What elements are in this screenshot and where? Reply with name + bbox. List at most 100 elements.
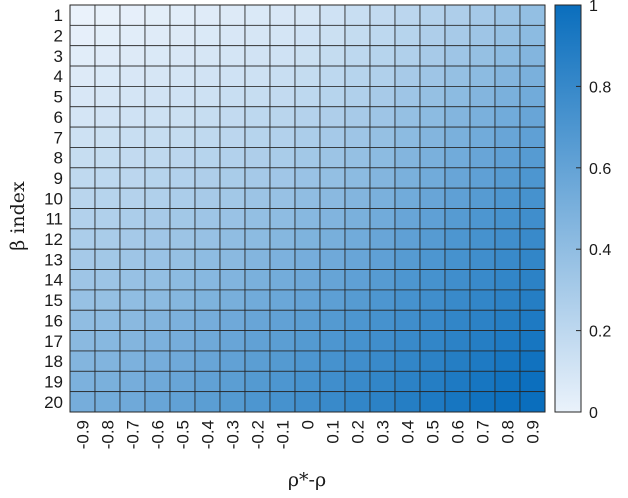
heatmap-cell bbox=[194, 370, 221, 393]
heatmap-cell bbox=[219, 350, 246, 372]
heatmap-cell bbox=[94, 391, 121, 413]
heatmap-cell bbox=[319, 208, 346, 230]
heatmap-cell bbox=[419, 248, 446, 270]
heatmap-cell bbox=[94, 86, 121, 108]
heatmap-cell bbox=[244, 65, 271, 87]
heatmap-cell bbox=[419, 391, 446, 413]
y-tick-label: 7 bbox=[54, 128, 63, 147]
heatmap-cell bbox=[194, 269, 221, 291]
heatmap-cell bbox=[169, 391, 196, 413]
heatmap-cell bbox=[519, 45, 546, 67]
heatmap-cell bbox=[519, 370, 546, 393]
y-axis-label: β index bbox=[7, 181, 29, 251]
heatmap-cell bbox=[519, 65, 546, 87]
heatmap-cell bbox=[119, 350, 146, 372]
heatmap-cell bbox=[294, 86, 321, 108]
heatmap-cell bbox=[169, 24, 196, 47]
heatmap-cell bbox=[319, 126, 346, 148]
heatmap-cell bbox=[269, 86, 296, 108]
heatmap-cell bbox=[194, 106, 221, 128]
heatmap-cell bbox=[319, 228, 346, 250]
heatmap-cell bbox=[319, 24, 346, 47]
heatmap-cell bbox=[119, 126, 146, 148]
heatmap-cell bbox=[94, 24, 121, 47]
heatmap-cell bbox=[444, 370, 471, 393]
heatmap-cell bbox=[169, 187, 196, 209]
heatmap-cell bbox=[244, 370, 271, 393]
heatmap-cell bbox=[169, 208, 196, 230]
heatmap-cell bbox=[94, 248, 121, 270]
heatmap-cell bbox=[319, 309, 346, 332]
heatmap-cell bbox=[294, 289, 321, 311]
heatmap-cell bbox=[294, 4, 321, 26]
heatmap-cell bbox=[344, 45, 371, 67]
heatmap-cell bbox=[519, 350, 546, 372]
colorbar-tick-label: 0.8 bbox=[589, 79, 611, 96]
heatmap-cell bbox=[294, 45, 321, 67]
heatmap-cell bbox=[394, 289, 421, 311]
heatmap-cell bbox=[394, 4, 421, 26]
heatmap-cell bbox=[319, 391, 346, 413]
heatmap-cell bbox=[344, 289, 371, 311]
heatmap-cell bbox=[119, 167, 146, 189]
heatmap-cell bbox=[69, 86, 96, 108]
heatmap-cell bbox=[244, 309, 271, 332]
heatmap-cell bbox=[394, 45, 421, 67]
heatmap-cell bbox=[419, 208, 446, 230]
heatmap-cell bbox=[369, 167, 396, 189]
heatmap-cell bbox=[294, 330, 321, 352]
y-tick-label: 19 bbox=[44, 372, 63, 391]
heatmap-cell bbox=[194, 45, 221, 67]
heatmap-cell bbox=[444, 45, 471, 67]
heatmap-cell bbox=[94, 330, 121, 352]
heatmap-cell bbox=[219, 228, 246, 250]
heatmap-cell bbox=[494, 208, 521, 230]
heatmap-cell bbox=[394, 86, 421, 108]
heatmap-cell bbox=[394, 228, 421, 250]
heatmap-cell bbox=[169, 370, 196, 393]
x-tick-label: -0.5 bbox=[174, 420, 193, 449]
heatmap-cell bbox=[94, 147, 121, 169]
heatmap-cell bbox=[494, 147, 521, 169]
heatmap-cell bbox=[469, 126, 496, 148]
heatmap-cell bbox=[169, 147, 196, 169]
heatmap-cell bbox=[494, 126, 521, 148]
heatmap-cell bbox=[94, 228, 121, 250]
heatmap-cell bbox=[519, 248, 546, 270]
heatmap-cell bbox=[244, 269, 271, 291]
heatmap-cell bbox=[344, 228, 371, 250]
heatmap-cell bbox=[194, 330, 221, 352]
heatmap-cell bbox=[269, 208, 296, 230]
heatmap-cell bbox=[94, 126, 121, 148]
heatmap-cell bbox=[519, 147, 546, 169]
heatmap-cell bbox=[469, 167, 496, 189]
heatmap-cell bbox=[94, 187, 121, 209]
heatmap-cell bbox=[119, 330, 146, 352]
x-tick-label: 0.7 bbox=[474, 420, 493, 444]
heatmap-cell bbox=[219, 4, 246, 26]
x-tick-label: 0.9 bbox=[524, 420, 543, 444]
heatmap-cell bbox=[119, 86, 146, 108]
x-tick-label: 0.5 bbox=[424, 420, 443, 444]
heatmap-cell bbox=[244, 167, 271, 189]
heatmap-cell bbox=[319, 248, 346, 270]
heatmap-cell bbox=[269, 4, 296, 26]
heatmap-cell bbox=[269, 350, 296, 372]
heatmap-cell bbox=[144, 4, 171, 26]
heatmap-cell bbox=[269, 167, 296, 189]
heatmap-cell bbox=[269, 187, 296, 209]
heatmap-cell bbox=[444, 330, 471, 352]
heatmap-cell bbox=[394, 167, 421, 189]
heatmap-cell bbox=[219, 167, 246, 189]
heatmap-cell bbox=[444, 147, 471, 169]
heatmap-cell bbox=[469, 309, 496, 332]
heatmap-cell bbox=[169, 45, 196, 67]
heatmap-cell bbox=[519, 24, 546, 47]
colorbar-gradient bbox=[554, 4, 582, 413]
heatmap-cell bbox=[469, 228, 496, 250]
heatmap-cell bbox=[294, 370, 321, 393]
heatmap-cell bbox=[244, 330, 271, 352]
heatmap-cell bbox=[369, 350, 396, 372]
heatmap-cell bbox=[469, 248, 496, 270]
